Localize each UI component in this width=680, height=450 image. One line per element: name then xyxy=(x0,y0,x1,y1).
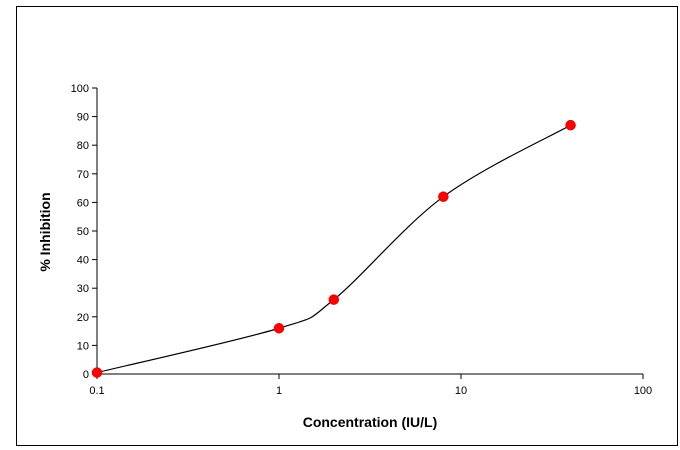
data-point xyxy=(565,119,576,131)
data-point xyxy=(438,191,449,202)
x-axis-title: Concentration (IU/L) xyxy=(303,414,438,430)
y-tick-label: 30 xyxy=(77,283,89,295)
y-axis-ticks: 0 10 20 30 40 50 60 70 80 90 100 xyxy=(71,83,97,381)
x-tick-label: 10 xyxy=(455,385,467,397)
y-tick-label: 90 xyxy=(77,112,89,124)
y-axis-title: % Inhibition xyxy=(37,192,53,271)
y-tick-label: 0 xyxy=(83,369,89,381)
plot-area: 0.1 1 10 100 0 10 20 30 40 50 60 70 80 90 100 xyxy=(71,83,653,397)
y-tick-label: 10 xyxy=(77,340,89,352)
x-tick-label: 0.1 xyxy=(89,385,104,397)
y-tick-label: 80 xyxy=(77,140,89,152)
x-axis-ticks: 0.1 1 10 100 xyxy=(89,374,652,397)
data-point xyxy=(273,322,285,334)
y-tick-label: 60 xyxy=(77,197,89,209)
chart-frame xyxy=(16,6,678,446)
x-tick-label: 100 xyxy=(634,385,652,397)
y-tick-label: 40 xyxy=(77,255,89,267)
data-points xyxy=(91,119,576,378)
data-point xyxy=(328,294,340,305)
y-tick-label: 100 xyxy=(71,83,89,95)
data-point xyxy=(91,367,103,378)
y-tick-label: 50 xyxy=(77,226,89,238)
y-tick-label: 20 xyxy=(77,312,89,324)
x-tick-label: 1 xyxy=(276,385,282,397)
y-tick-label: 70 xyxy=(77,169,89,181)
fit-curve xyxy=(96,124,571,374)
